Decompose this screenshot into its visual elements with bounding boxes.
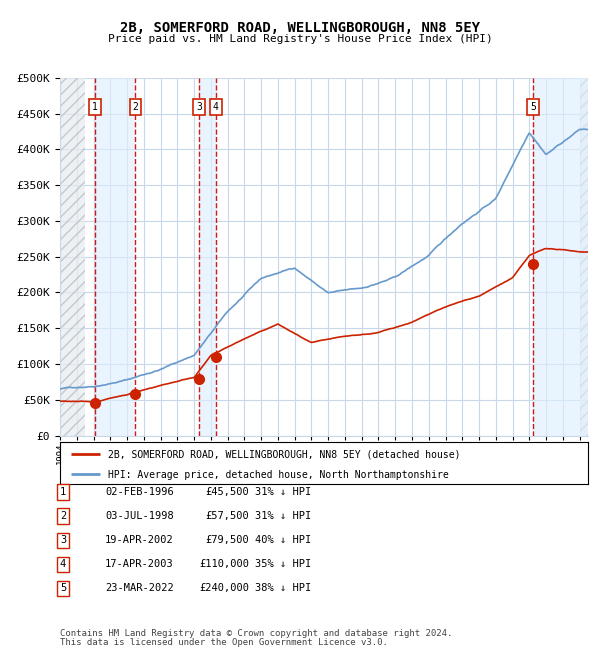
Text: 38% ↓ HPI: 38% ↓ HPI [255,583,311,593]
Text: 23-MAR-2022: 23-MAR-2022 [105,583,174,593]
Text: 3: 3 [60,535,66,545]
Text: 2: 2 [133,101,139,112]
Text: 2: 2 [60,511,66,521]
Text: 40% ↓ HPI: 40% ↓ HPI [255,535,311,545]
Text: £45,500: £45,500 [205,487,249,497]
Text: £57,500: £57,500 [205,511,249,521]
Bar [60,78,85,436]
Text: 03-JUL-1998: 03-JUL-1998 [105,511,174,521]
Text: £240,000: £240,000 [199,583,249,593]
Text: 1: 1 [92,101,98,112]
Bar [533,78,588,436]
Text: £110,000: £110,000 [199,559,249,569]
Text: 4: 4 [60,559,66,569]
Text: 19-APR-2002: 19-APR-2002 [105,535,174,545]
Text: 4: 4 [213,101,219,112]
Text: £79,500: £79,500 [205,535,249,545]
Text: 3: 3 [196,101,202,112]
Bar [199,78,216,436]
Text: This data is licensed under the Open Government Licence v3.0.: This data is licensed under the Open Gov… [60,638,388,647]
Text: 31% ↓ HPI: 31% ↓ HPI [255,511,311,521]
Text: 5: 5 [530,101,536,112]
Text: 2B, SOMERFORD ROAD, WELLINGBOROUGH, NN8 5EY: 2B, SOMERFORD ROAD, WELLINGBOROUGH, NN8 … [120,21,480,35]
Text: 5: 5 [60,583,66,593]
Text: Price paid vs. HM Land Registry's House Price Index (HPI): Price paid vs. HM Land Registry's House … [107,34,493,44]
Text: 02-FEB-1996: 02-FEB-1996 [105,487,174,497]
Text: 35% ↓ HPI: 35% ↓ HPI [255,559,311,569]
Text: HPI: Average price, detached house, North Northamptonshire: HPI: Average price, detached house, Nort… [107,469,448,480]
Text: 2B, SOMERFORD ROAD, WELLINGBOROUGH, NN8 5EY (detached house): 2B, SOMERFORD ROAD, WELLINGBOROUGH, NN8 … [107,450,460,460]
Text: Contains HM Land Registry data © Crown copyright and database right 2024.: Contains HM Land Registry data © Crown c… [60,629,452,638]
Text: 1: 1 [60,487,66,497]
Text: 31% ↓ HPI: 31% ↓ HPI [255,487,311,497]
Text: 17-APR-2003: 17-APR-2003 [105,559,174,569]
Bar [580,78,588,436]
Bar [95,78,136,436]
